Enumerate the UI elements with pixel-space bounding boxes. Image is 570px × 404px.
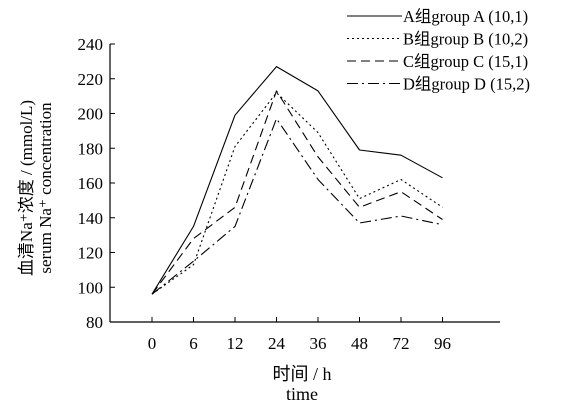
x-tick-label: 96: [434, 334, 451, 353]
series-line-solid: [151, 66, 443, 295]
x-tick-label: 24: [268, 334, 286, 353]
series-line-dashdot: [151, 118, 443, 295]
x-tick-label: 72: [393, 334, 410, 353]
y-tick-label: 100: [78, 278, 104, 297]
y-tick-label: 200: [78, 105, 104, 124]
series-layer: [151, 66, 443, 295]
y-axis-label-en: serum Na⁺ concentration: [36, 102, 55, 274]
y-tick-label: 80: [86, 313, 103, 332]
x-axis-label: 时间 / h: [272, 364, 331, 384]
x-tick-label: 48: [351, 334, 368, 353]
x-tick-label: 12: [227, 334, 244, 353]
y-tick-label: 180: [78, 139, 104, 158]
y-tick-label: 140: [78, 209, 104, 228]
y-tick-label: 160: [78, 174, 104, 193]
y-tick-label: 120: [78, 244, 104, 263]
x-tick-label: 36: [310, 334, 327, 353]
y-tick-label: 240: [78, 35, 104, 54]
y-axis-label: 血清Na⁺浓度 / (mmol/L): [17, 100, 36, 276]
legend-label: B组group B (10,2): [403, 30, 528, 49]
legend-label: A组group A (10,1): [403, 7, 528, 26]
legend: A组group A (10,1) B组group B (10,2) C组group …: [347, 7, 530, 94]
series-line-dotted: [151, 92, 443, 295]
x-tick-label: 6: [189, 334, 198, 353]
legend-label: C组group C (15,1): [403, 52, 528, 71]
series-line-dashed: [151, 90, 443, 295]
y-tick-label: 220: [78, 70, 104, 89]
x-axis-label-en: time: [286, 384, 318, 404]
axes: 80 100 120 140 160 180 200 220 240 0 6 12 24 36 48 72 96: [78, 35, 500, 353]
legend-label: D组group D (15,2): [403, 75, 530, 94]
x-tick-label: 0: [148, 334, 157, 353]
